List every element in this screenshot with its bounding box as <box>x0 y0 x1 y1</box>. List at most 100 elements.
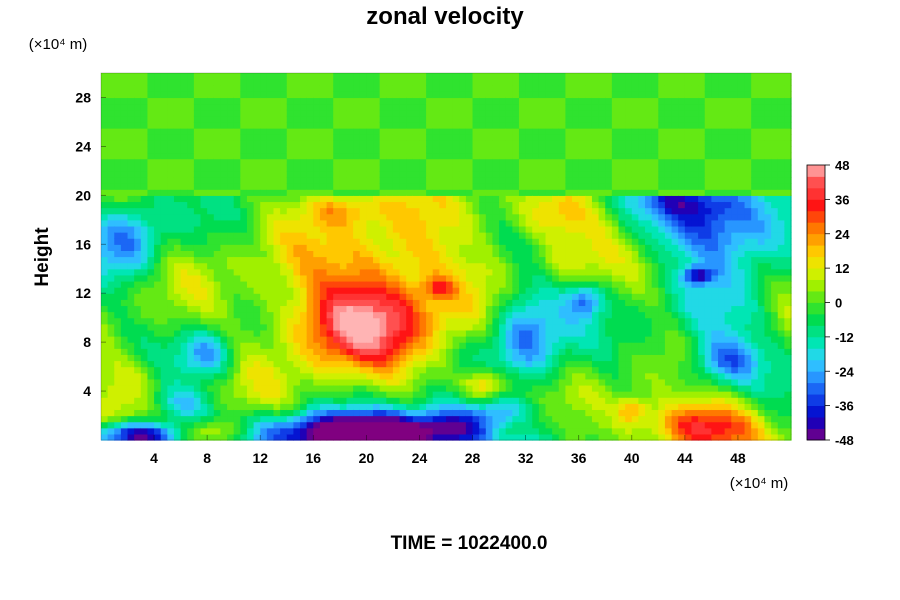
heat-cell <box>525 305 533 313</box>
heat-cell <box>273 403 281 411</box>
heat-cell <box>538 176 547 184</box>
heat-cell <box>339 91 348 99</box>
heat-cell <box>240 79 248 86</box>
heat-cell <box>631 433 639 441</box>
heat-cell <box>240 287 248 294</box>
heat-cell <box>585 299 593 307</box>
heat-cell <box>386 164 394 172</box>
heat-cell <box>120 360 129 368</box>
heat-cell <box>631 97 639 105</box>
heat-cell <box>611 268 620 276</box>
heat-cell <box>452 183 460 190</box>
heat-cell <box>366 409 374 417</box>
heat-cell <box>373 79 381 86</box>
heat-cell <box>605 293 613 300</box>
heat-cell <box>505 201 513 209</box>
heat-cell <box>207 287 215 294</box>
heat-cell <box>545 213 553 221</box>
heat-cell <box>253 274 261 282</box>
heat-cell <box>134 146 142 154</box>
heat-cell <box>180 244 188 251</box>
heat-cell <box>499 176 507 184</box>
heat-cell <box>246 170 255 178</box>
heat-cell <box>631 280 639 288</box>
heat-cell <box>200 207 208 215</box>
heat-cell <box>585 79 593 86</box>
heat-cell <box>538 91 547 99</box>
heat-cell <box>426 433 434 441</box>
heat-cell <box>386 85 394 92</box>
heat-cell <box>631 121 639 129</box>
heat-cell <box>147 97 155 105</box>
heat-cell <box>605 146 613 154</box>
heat-cell <box>426 378 434 386</box>
heat-cell <box>585 73 593 80</box>
heat-cell <box>591 372 600 380</box>
heat-cell <box>114 85 122 92</box>
heat-cell <box>273 329 281 337</box>
heat-cell <box>472 140 480 147</box>
heat-cell <box>611 433 620 441</box>
heat-cell <box>339 378 348 386</box>
heat-cell <box>525 201 533 209</box>
heat-cell <box>392 103 401 111</box>
heat-cell <box>505 348 513 355</box>
heat-cell <box>499 164 507 172</box>
heat-cell <box>200 219 208 227</box>
heat-cell <box>154 409 162 417</box>
heat-cell <box>286 128 294 135</box>
heat-cell <box>426 391 434 398</box>
heat-cell <box>366 146 374 154</box>
heat-cell <box>319 268 328 276</box>
heat-cell <box>439 384 447 392</box>
heat-cell <box>406 348 414 355</box>
heat-cell <box>326 433 334 441</box>
heat-cell <box>220 164 228 172</box>
heat-cell <box>246 293 255 300</box>
heat-cell <box>552 109 560 117</box>
heat-cell <box>412 103 421 111</box>
heat-cell <box>227 232 235 239</box>
heat-cell <box>280 140 288 147</box>
heat-cell <box>286 348 294 355</box>
heat-cell <box>485 280 494 288</box>
heat-cell <box>631 348 639 355</box>
heat-cell <box>439 146 447 154</box>
heat-cell <box>611 97 620 105</box>
heat-cell <box>134 421 142 429</box>
heat-cell <box>605 354 613 362</box>
heat-cell <box>525 183 533 190</box>
heat-cell <box>598 366 606 374</box>
heat-cell <box>207 170 215 178</box>
heat-cell <box>605 348 613 355</box>
heat-cell <box>193 85 202 92</box>
heat-cell <box>346 397 354 404</box>
heat-cell <box>134 73 142 80</box>
heat-cell <box>505 336 513 343</box>
heat-cell <box>406 244 414 251</box>
heat-cell <box>578 140 586 147</box>
heat-cell <box>392 85 401 92</box>
heat-cell <box>625 219 633 227</box>
heat-cell <box>140 134 149 141</box>
heat-cell <box>611 403 620 411</box>
heat-cell <box>578 225 586 233</box>
heat-cell <box>333 323 341 331</box>
heat-cell <box>140 348 149 355</box>
heat-cell <box>160 170 168 178</box>
heat-cell <box>631 128 639 135</box>
heat-cell <box>180 299 188 307</box>
heat-cell <box>465 287 474 294</box>
heat-cell <box>180 384 188 392</box>
heat-cell <box>472 397 480 404</box>
heat-cell <box>134 225 142 233</box>
heat-cell <box>465 391 474 398</box>
heat-cell <box>625 73 633 80</box>
heat-cell <box>585 140 593 147</box>
heat-cell <box>240 219 248 227</box>
heat-cell <box>465 189 474 196</box>
heat-cell <box>180 415 188 423</box>
heat-cell <box>505 323 513 331</box>
heat-cell <box>545 427 553 435</box>
heat-cell <box>512 403 520 411</box>
